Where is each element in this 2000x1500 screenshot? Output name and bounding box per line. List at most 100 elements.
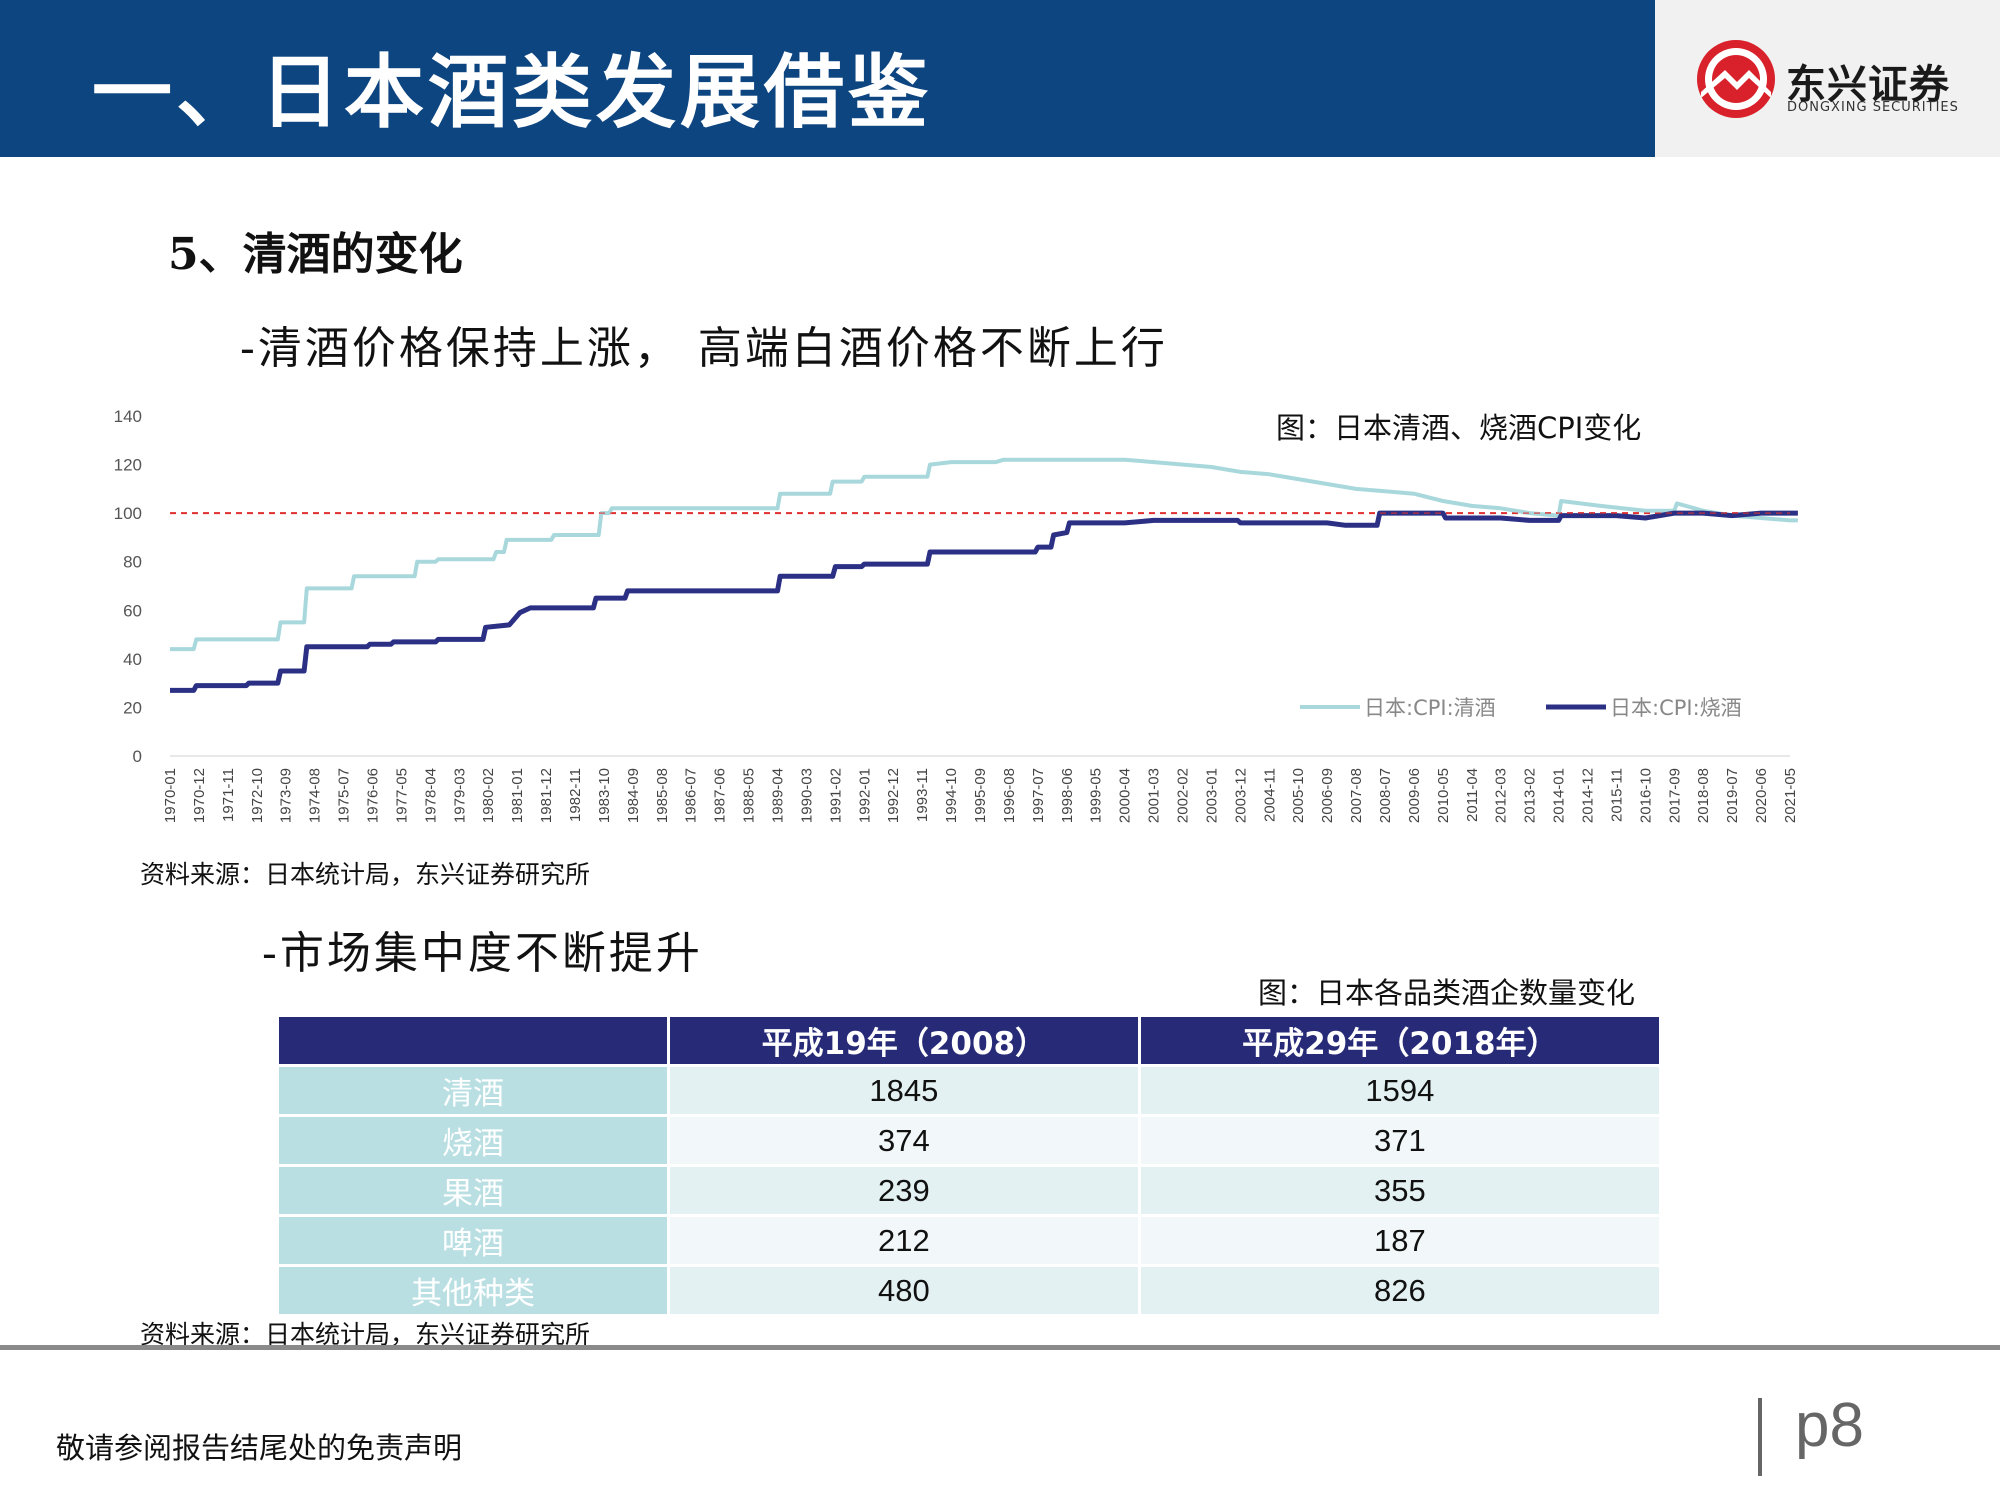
cell-2018: 826 <box>1137 1264 1663 1317</box>
table-row: 清酒 1845 1594 <box>276 1064 1663 1117</box>
x-tick-label: 2016-10 <box>1637 768 1654 823</box>
cell-2008: 480 <box>667 1264 1141 1317</box>
x-tick-label: 1988-05 <box>741 768 758 823</box>
footer-separator <box>1758 1398 1762 1476</box>
x-tick-label: 1989-04 <box>770 768 787 823</box>
x-tick-label: 2000-04 <box>1117 768 1134 823</box>
cpi-line-chart: 0 20 40 60 80 100 120 140 1970-01 1970-12 1971-11 1… <box>114 407 1799 823</box>
y-tick-label: 60 <box>123 601 142 620</box>
cell-2018: 1594 <box>1137 1064 1663 1117</box>
x-tick-label: 2014-12 <box>1580 768 1597 823</box>
table-header-row: 平成19年（2008） 平成29年（2018年） <box>276 1014 1663 1067</box>
table-row: 果酒 239 355 <box>276 1164 1663 1217</box>
x-tick-label: 1994-10 <box>943 768 960 823</box>
x-tick-label: 2011-04 <box>1464 768 1481 822</box>
x-tick-label: 2010-05 <box>1435 768 1452 823</box>
x-tick-label: 1977-05 <box>393 768 410 823</box>
x-tick-label: 2004-11 <box>1261 768 1278 822</box>
logo-name: 东兴证券 <box>1786 62 1950 108</box>
legend-shochu-label: 日本:CPI:烧酒 <box>1610 696 1742 720</box>
x-tick-label: 2006-09 <box>1319 768 1336 823</box>
section-title: 5、清酒的变化 <box>168 229 463 280</box>
x-tick-label: 1974-08 <box>307 768 324 823</box>
x-tick-label: 1970-01 <box>162 768 179 823</box>
x-tick-label: 1990-03 <box>798 768 815 823</box>
series-line-shochu <box>170 510 1798 693</box>
x-tick-label: 1992-12 <box>885 768 902 823</box>
x-tick-label: 2017-09 <box>1666 768 1683 823</box>
cell-2008: 1845 <box>667 1064 1141 1117</box>
y-tick-label: 40 <box>123 650 142 669</box>
footer-divider <box>0 1345 2000 1350</box>
x-tick-label: 2005-10 <box>1290 768 1307 823</box>
bullet-concentration: -市场集中度不断提升 <box>262 928 703 979</box>
y-tick-label: 0 <box>133 747 142 766</box>
table-row: 啤酒 212 187 <box>276 1214 1663 1267</box>
x-tick-label: 1996-08 <box>1001 768 1018 823</box>
cell-2008: 239 <box>667 1164 1141 1217</box>
table-source: 资料来源：日本统计局，东兴证券研究所 <box>140 1320 591 1349</box>
x-tick-label: 1998-06 <box>1059 768 1076 823</box>
page-number: p8 <box>1795 1391 1864 1460</box>
x-tick-label: 2008-07 <box>1377 768 1394 823</box>
x-tick-label: 2001-03 <box>1146 768 1163 823</box>
chart-source: 资料来源：日本统计局，东兴证券研究所 <box>140 860 591 889</box>
x-tick-label: 2002-02 <box>1175 768 1192 823</box>
x-tick-label: 1995-09 <box>972 768 989 823</box>
x-tick-label: 1997-07 <box>1030 768 1047 823</box>
row-label: 烧酒 <box>276 1114 670 1167</box>
x-tick-label: 1984-09 <box>625 768 642 823</box>
cell-2018: 371 <box>1137 1114 1663 1167</box>
x-tick-label: 2012-03 <box>1493 768 1510 823</box>
x-tick-label: 2015-11 <box>1608 768 1625 822</box>
table-header-blank <box>276 1014 670 1067</box>
table-header-2018: 平成29年（2018年） <box>1137 1014 1663 1067</box>
legend-sake-label: 日本:CPI:清酒 <box>1364 696 1496 720</box>
row-label: 其他种类 <box>276 1264 670 1317</box>
x-tick-label: 1972-10 <box>249 768 266 823</box>
x-tick-label: 2003-12 <box>1232 768 1249 823</box>
logo-subtitle: DONGXING SECURITIES <box>1787 100 1959 115</box>
x-tick-label: 1985-08 <box>654 768 671 823</box>
x-tick-label: 2003-01 <box>1203 768 1220 823</box>
cell-2008: 212 <box>667 1214 1141 1267</box>
logo-emblem-icon <box>1697 40 1775 118</box>
row-label: 果酒 <box>276 1164 670 1217</box>
x-tick-label: 1975-07 <box>336 768 353 823</box>
x-tick-label: 1992-01 <box>856 768 873 823</box>
x-tick-label: 1981-12 <box>538 768 555 823</box>
x-tick-label: 1991-02 <box>827 768 844 823</box>
row-label: 清酒 <box>276 1064 670 1117</box>
x-tick-label: 1979-03 <box>451 768 468 823</box>
bullet-price: -清酒价格保持上涨， 高端白酒价格不断上行 <box>240 323 1168 374</box>
cell-2018: 187 <box>1137 1214 1663 1267</box>
table-row: 烧酒 374 371 <box>276 1114 1663 1167</box>
y-tick-label: 20 <box>123 698 142 717</box>
y-tick-label: 120 <box>114 456 142 475</box>
table-caption: 图：日本各品类酒企数量变化 <box>1258 976 1636 1010</box>
x-tick-label: 1999-05 <box>1088 768 1105 823</box>
x-tick-label: 2019-07 <box>1724 768 1741 823</box>
x-tick-label: 1971-11 <box>220 768 237 822</box>
company-logo: 东兴证券 DONGXING SECURITIES <box>1655 0 2000 157</box>
x-tick-label: 1983-10 <box>596 768 613 823</box>
x-tick-label: 1982-11 <box>567 768 584 822</box>
row-label: 啤酒 <box>276 1214 670 1267</box>
cell-2018: 355 <box>1137 1164 1663 1217</box>
x-tick-label: 2021-05 <box>1782 768 1799 823</box>
y-tick-label: 80 <box>123 553 142 572</box>
x-tick-label: 1986-07 <box>683 768 700 823</box>
x-tick-label: 1981-01 <box>509 768 526 823</box>
x-tick-label: 1987-06 <box>712 768 729 823</box>
chart-caption: 图：日本清酒、烧酒CPI变化 <box>1276 411 1642 445</box>
y-tick-label: 140 <box>114 407 142 426</box>
x-tick-label: 2020-06 <box>1753 768 1770 823</box>
x-tick-label: 1976-06 <box>365 768 382 823</box>
x-tick-label: 1973-09 <box>278 768 295 823</box>
y-tick-label: 100 <box>114 504 142 523</box>
x-tick-label: 1978-04 <box>422 768 439 823</box>
table-header-2008: 平成19年（2008） <box>667 1014 1141 1067</box>
x-tick-label: 2009-06 <box>1406 768 1423 823</box>
brewery-count-table: 平成19年（2008） 平成29年（2018年） 清酒 1845 1594 烧酒… <box>276 1014 1663 1317</box>
page-title: 一、日本酒类发展借鉴 <box>92 46 932 139</box>
